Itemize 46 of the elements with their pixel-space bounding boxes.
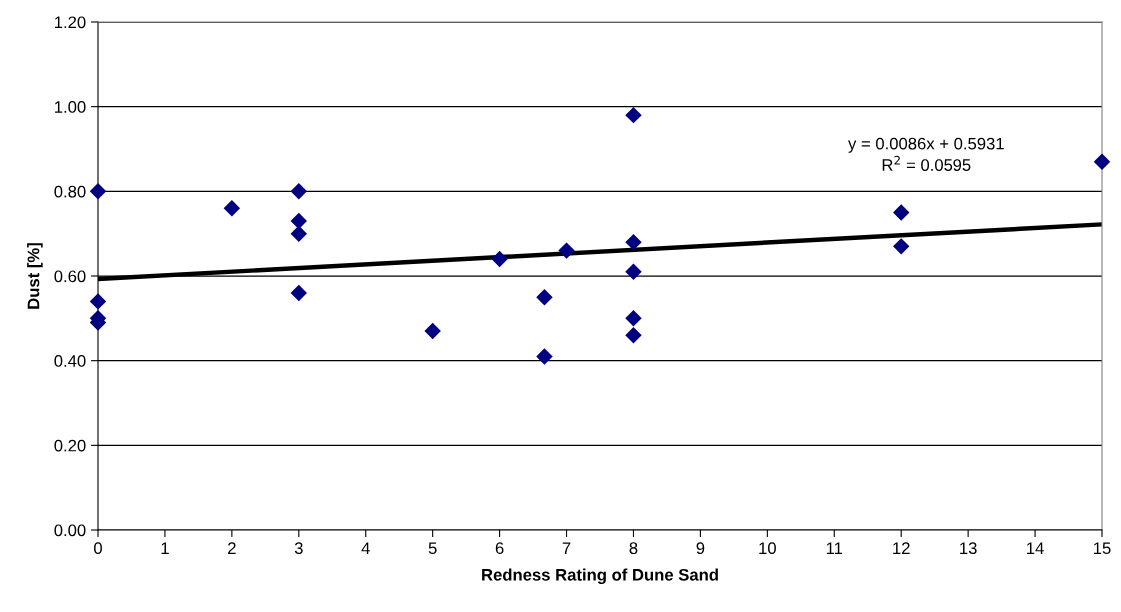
x-tick-label: 9 — [696, 542, 705, 555]
x-tick-label: 4 — [361, 542, 370, 554]
annotation: y = 0.0086x + 0.5931 R$^{2}$ = 0.0595 — [848, 137, 1004, 171]
point — [892, 238, 910, 255]
point — [290, 212, 308, 230]
point — [223, 200, 241, 217]
y-tick-label: 1.00 — [55, 101, 86, 113]
x-tick-label: 12 — [893, 542, 910, 554]
point — [491, 250, 508, 268]
point — [290, 225, 308, 242]
point — [625, 233, 642, 251]
y-tick-label: 0.20 — [54, 439, 86, 452]
point — [290, 284, 308, 302]
y-tick-label: 0.80 — [54, 185, 86, 198]
x-tick-label: 5 — [428, 542, 437, 555]
x-tick-label: 2 — [228, 542, 236, 554]
x-tick-label: 15 — [1094, 542, 1111, 555]
point — [1093, 153, 1111, 170]
point — [89, 293, 107, 310]
point — [424, 322, 441, 340]
point — [536, 348, 553, 365]
x-tick-label: 6 — [495, 542, 504, 555]
point — [625, 327, 642, 344]
x-tick-label: 14 — [1027, 542, 1044, 554]
point — [89, 183, 107, 200]
x-axis-title: Redness Rating of Dune Sand — [482, 568, 718, 585]
x-tick-label: 13 — [960, 542, 977, 555]
x-tick-label: 1 — [161, 542, 169, 554]
point — [290, 183, 308, 200]
x-tick-label: 11 — [826, 542, 843, 554]
x-tick-label: 7 — [562, 542, 571, 554]
y-tick-label: 0.40 — [54, 355, 86, 367]
point — [625, 106, 642, 124]
x-tick-label: 8 — [629, 542, 638, 555]
x-tick-label: 0 — [94, 542, 102, 555]
y-axis-title: Dust [%] — [27, 243, 43, 309]
point — [558, 242, 575, 259]
x-tick-label: 3 — [294, 542, 303, 555]
y-tick-label: 0.00 — [54, 524, 86, 537]
point — [625, 263, 642, 280]
point — [892, 204, 910, 221]
y-tick-label: 1.20 — [55, 16, 86, 29]
point — [625, 310, 642, 327]
x-tick-label: 10 — [759, 542, 776, 555]
point — [536, 288, 553, 306]
y-tick-label: 0.60 — [54, 270, 86, 283]
